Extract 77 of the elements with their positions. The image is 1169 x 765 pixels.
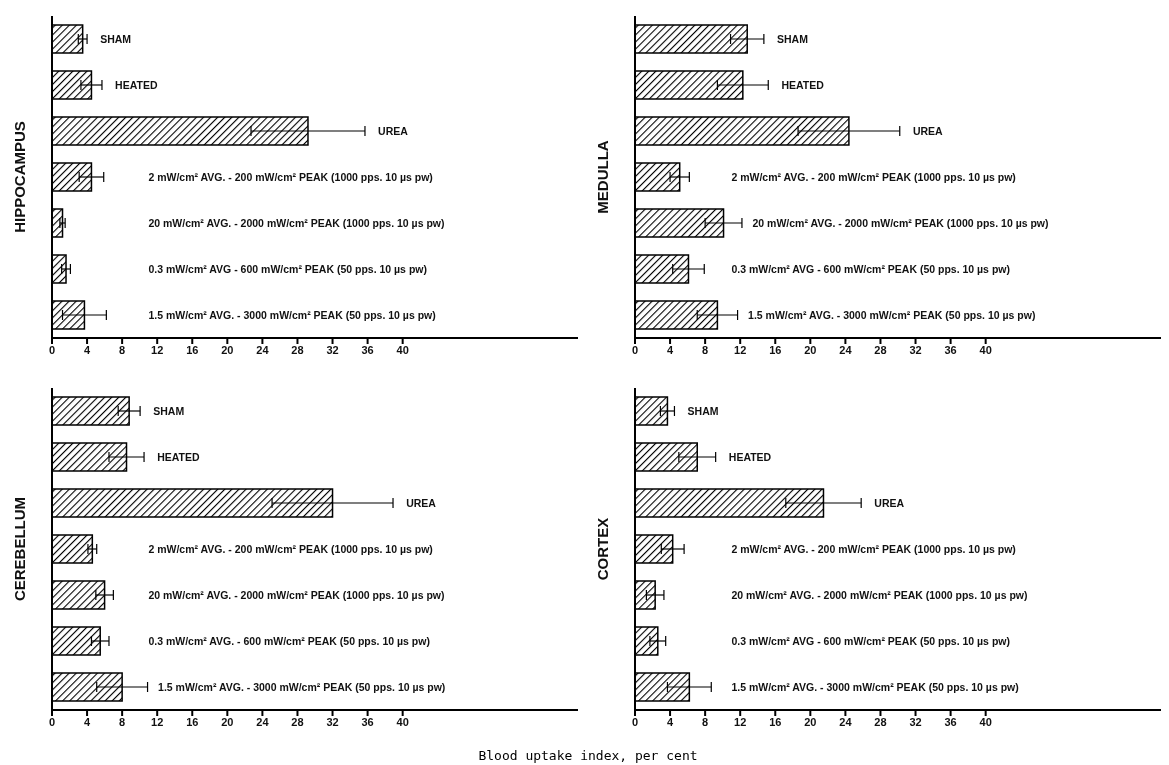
x-tick-label: 8 xyxy=(702,343,709,356)
x-tick-label: 12 xyxy=(151,343,164,356)
x-tick-label: 28 xyxy=(874,715,887,728)
x-tick-label: 32 xyxy=(326,715,339,728)
x-tick-label: 36 xyxy=(361,715,374,728)
y-tick-label: UREA xyxy=(378,125,409,137)
y-tick-label: 2 mW/cm² AVG. - 200 mW/cm² PEAK (1000 pps. 10 µs pw) xyxy=(731,543,1016,555)
x-tick-label: 40 xyxy=(396,343,409,356)
x-tick-label: 24 xyxy=(839,343,853,356)
y-tick-label: SHAM xyxy=(100,33,132,45)
y-tick-label: 0.3 mW/cm² AVG - 600 mW/cm² PEAK (50 pps. 10 µs pw) xyxy=(731,263,1010,275)
x-tick-label: 12 xyxy=(151,715,164,728)
x-tick-label: 16 xyxy=(186,343,199,356)
y-axis-title: CEREBELLUM xyxy=(11,496,29,602)
x-axis-title: Blood uptake index, per cent xyxy=(477,748,699,763)
y-tick-label: SHAM xyxy=(777,33,809,45)
y-tick-label: UREA xyxy=(874,497,905,509)
x-tick-label: 4 xyxy=(667,715,674,728)
x-tick-label: 12 xyxy=(734,343,747,356)
x-tick-label: 0 xyxy=(631,715,639,728)
x-tick-label: 20 xyxy=(221,343,234,356)
y-tick-label: 1.5 mW/cm² AVG. - 3000 mW/cm² PEAK (50 pps. 10 µs pw) xyxy=(731,681,1019,693)
x-tick-label: 4 xyxy=(84,715,91,728)
y-axis-title: HIPPOCAMPUS xyxy=(11,121,29,233)
y-tick-label: HEATED xyxy=(115,79,158,91)
x-tick-label: 36 xyxy=(361,343,374,356)
x-tick-label: 4 xyxy=(667,343,674,356)
x-tick-label: 24 xyxy=(839,715,853,728)
y-tick-label: 20 mW/cm² AVG. - 2000 mW/cm² PEAK (1000 pps. 10 µs pw) xyxy=(148,217,445,229)
y-tick-label: 1.5 mW/cm² AVG. - 3000 mW/cm² PEAK (50 pps. 10 µs pw) xyxy=(148,309,436,321)
x-tick-label: 0 xyxy=(631,343,639,356)
x-tick-label: 20 xyxy=(804,715,817,728)
y-tick-label: 2 mW/cm² AVG. - 200 mW/cm² PEAK (1000 pps. 10 µs pw) xyxy=(148,171,433,183)
y-tick-label: HEATED xyxy=(781,79,825,91)
y-axis-title: CORTEX xyxy=(594,517,612,581)
x-tick-label: 40 xyxy=(979,715,992,728)
y-tick-label: 20 mW/cm² AVG. - 2000 mW/cm² PEAK (1000 pps. 10 µs pw) xyxy=(731,589,1028,601)
y-tick-label: 20 mW/cm² AVG. - 2000 mW/cm² PEAK (1000 pps. 10 µs pw) xyxy=(752,217,1049,229)
y-tick-label: 20 mW/cm² AVG. - 2000 mW/cm² PEAK (1000 pps. 10 µs pw) xyxy=(148,589,445,601)
x-tick-label: 20 xyxy=(221,715,234,728)
x-tick-label: 4 xyxy=(84,343,91,356)
x-tick-label: 28 xyxy=(874,343,887,356)
y-axis-title: MEDULLA xyxy=(594,140,612,214)
y-tick-label: HEATED xyxy=(157,451,201,463)
x-tick-label: 36 xyxy=(944,343,957,356)
y-tick-label: HEATED xyxy=(728,451,772,463)
y-tick-label: SHAM xyxy=(687,405,719,417)
y-tick-label: UREA xyxy=(406,497,437,509)
x-tick-label: 20 xyxy=(804,343,817,356)
x-tick-label: 24 xyxy=(256,715,270,728)
y-tick-label: UREA xyxy=(912,125,944,137)
x-tick-label: 32 xyxy=(909,715,922,728)
x-tick-label: 0 xyxy=(48,715,56,728)
x-tick-label: 28 xyxy=(291,715,304,728)
y-tick-label: 0.3 mW/cm² AVG. - 600 mW/cm² PEAK (50 pps. 10 µs pw) xyxy=(148,635,430,647)
x-tick-label: 40 xyxy=(396,715,409,728)
x-tick-label: 12 xyxy=(734,715,747,728)
x-tick-label: 16 xyxy=(186,715,199,728)
x-tick-label: 36 xyxy=(944,715,957,728)
x-tick-label: 40 xyxy=(979,343,992,356)
x-tick-label: 8 xyxy=(119,343,126,356)
x-tick-label: 28 xyxy=(291,343,304,356)
y-tick-label: 1.5 mW/cm² AVG. - 3000 mW/cm² PEAK (50 pps. 10 µs pw) xyxy=(748,309,1036,321)
x-tick-label: 32 xyxy=(909,343,922,356)
y-tick-label: 1.5 mW/cm² AVG. - 3000 mW/cm² PEAK (50 pps. 10 µs pw) xyxy=(158,681,446,693)
x-tick-label: 0 xyxy=(48,343,56,356)
y-tick-label: SHAM xyxy=(153,405,185,417)
x-tick-label: 16 xyxy=(769,343,782,356)
x-tick-label: 24 xyxy=(256,343,270,356)
x-tick-label: 16 xyxy=(769,715,782,728)
y-tick-label: 0.3 mW/cm² AVG - 600 mW/cm² PEAK (50 pps. 10 µs pw) xyxy=(731,635,1010,647)
x-tick-label: 8 xyxy=(119,715,126,728)
y-tick-label: 2 mW/cm² AVG. - 200 mW/cm² PEAK (1000 pps. 10 µs pw) xyxy=(731,171,1016,183)
x-tick-label: 32 xyxy=(326,343,339,356)
y-tick-label: 0.3 mW/cm² AVG - 600 mW/cm² PEAK (50 pps. 10 µs pw) xyxy=(148,263,427,275)
y-tick-label: 2 mW/cm² AVG. - 200 mW/cm² PEAK (1000 pps. 10 µs pw) xyxy=(148,543,433,555)
x-tick-label: 8 xyxy=(702,715,709,728)
